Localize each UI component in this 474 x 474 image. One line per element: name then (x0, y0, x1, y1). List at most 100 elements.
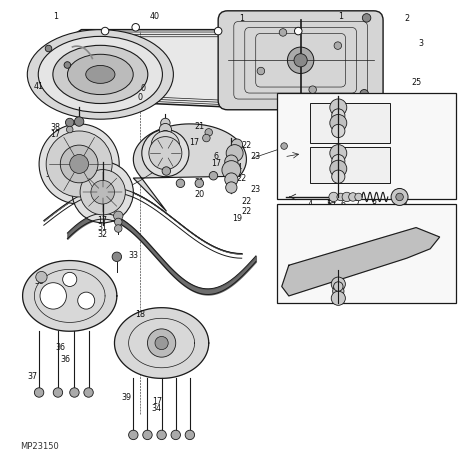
Ellipse shape (91, 181, 115, 204)
Circle shape (205, 128, 212, 136)
Circle shape (294, 27, 302, 35)
Text: 15: 15 (333, 261, 343, 270)
Circle shape (332, 155, 345, 168)
Circle shape (35, 388, 44, 397)
Circle shape (112, 252, 121, 262)
Ellipse shape (67, 55, 133, 95)
Ellipse shape (142, 129, 189, 177)
Circle shape (159, 123, 172, 136)
Circle shape (101, 27, 109, 35)
Text: 1: 1 (338, 12, 343, 21)
Circle shape (159, 130, 172, 143)
Text: 17: 17 (98, 216, 108, 225)
Circle shape (65, 118, 74, 127)
Text: 1: 1 (279, 143, 284, 152)
Ellipse shape (40, 283, 66, 309)
Text: 32: 32 (98, 230, 108, 239)
Text: 27: 27 (159, 131, 169, 140)
Circle shape (185, 430, 195, 439)
Circle shape (222, 161, 241, 180)
Circle shape (337, 193, 345, 201)
Circle shape (128, 430, 138, 439)
Text: 35: 35 (34, 277, 44, 286)
Text: 4: 4 (308, 200, 312, 209)
Text: 11: 11 (340, 119, 350, 128)
Text: 1: 1 (53, 12, 58, 21)
Circle shape (36, 272, 47, 283)
Text: 2: 2 (404, 14, 409, 23)
Ellipse shape (147, 329, 176, 357)
Text: 12: 12 (397, 119, 407, 128)
Text: 22: 22 (241, 197, 252, 206)
Text: 29: 29 (105, 193, 115, 202)
Text: 17: 17 (190, 138, 200, 147)
Circle shape (391, 189, 408, 205)
Circle shape (64, 62, 71, 68)
Ellipse shape (86, 65, 115, 83)
Polygon shape (133, 124, 246, 211)
Ellipse shape (38, 36, 163, 112)
Text: 6: 6 (213, 153, 219, 161)
Polygon shape (23, 261, 117, 331)
Circle shape (115, 218, 122, 226)
FancyBboxPatch shape (277, 204, 456, 303)
Ellipse shape (27, 30, 173, 119)
Circle shape (45, 45, 52, 52)
Text: 22: 22 (241, 141, 252, 150)
Circle shape (202, 134, 210, 142)
Circle shape (143, 430, 152, 439)
Ellipse shape (149, 137, 182, 170)
Ellipse shape (70, 155, 89, 173)
Text: 21: 21 (194, 122, 204, 131)
Text: 17: 17 (51, 130, 61, 139)
Circle shape (231, 139, 243, 150)
Circle shape (333, 285, 344, 297)
Text: 23: 23 (251, 185, 261, 194)
Polygon shape (282, 228, 439, 296)
Text: 29: 29 (159, 148, 169, 157)
Text: 22: 22 (241, 207, 252, 216)
Circle shape (225, 155, 238, 168)
Circle shape (214, 27, 222, 35)
Circle shape (84, 388, 93, 397)
Ellipse shape (72, 162, 133, 223)
Circle shape (162, 167, 171, 175)
Text: 9: 9 (402, 200, 407, 209)
Circle shape (332, 109, 345, 122)
Circle shape (342, 192, 352, 201)
Text: 13: 13 (326, 190, 336, 199)
Circle shape (114, 211, 123, 220)
Circle shape (331, 277, 346, 291)
Circle shape (334, 42, 342, 49)
Text: 40: 40 (149, 12, 160, 21)
Text: 21: 21 (194, 178, 204, 187)
Circle shape (330, 99, 347, 116)
Text: 33: 33 (128, 251, 138, 260)
Circle shape (226, 145, 243, 162)
Text: 25: 25 (411, 78, 421, 87)
Ellipse shape (53, 46, 148, 103)
Text: 24: 24 (232, 163, 242, 172)
Circle shape (331, 291, 346, 305)
Ellipse shape (80, 170, 125, 215)
Text: 17: 17 (211, 159, 221, 168)
Circle shape (334, 282, 343, 291)
Circle shape (279, 28, 287, 36)
Circle shape (226, 182, 237, 193)
Text: 0: 0 (138, 93, 143, 102)
Polygon shape (115, 308, 209, 378)
Text: 37: 37 (27, 372, 37, 381)
Circle shape (176, 179, 185, 188)
Text: MP23150: MP23150 (20, 442, 59, 451)
Circle shape (330, 145, 347, 162)
Text: 31: 31 (98, 223, 108, 232)
FancyBboxPatch shape (218, 11, 383, 110)
Circle shape (349, 193, 357, 201)
Circle shape (294, 54, 307, 67)
Text: 14: 14 (326, 197, 336, 206)
Circle shape (74, 117, 84, 126)
Circle shape (195, 179, 203, 188)
Text: 17: 17 (152, 397, 162, 406)
Text: 28: 28 (159, 138, 169, 147)
Text: 27: 27 (62, 151, 73, 160)
